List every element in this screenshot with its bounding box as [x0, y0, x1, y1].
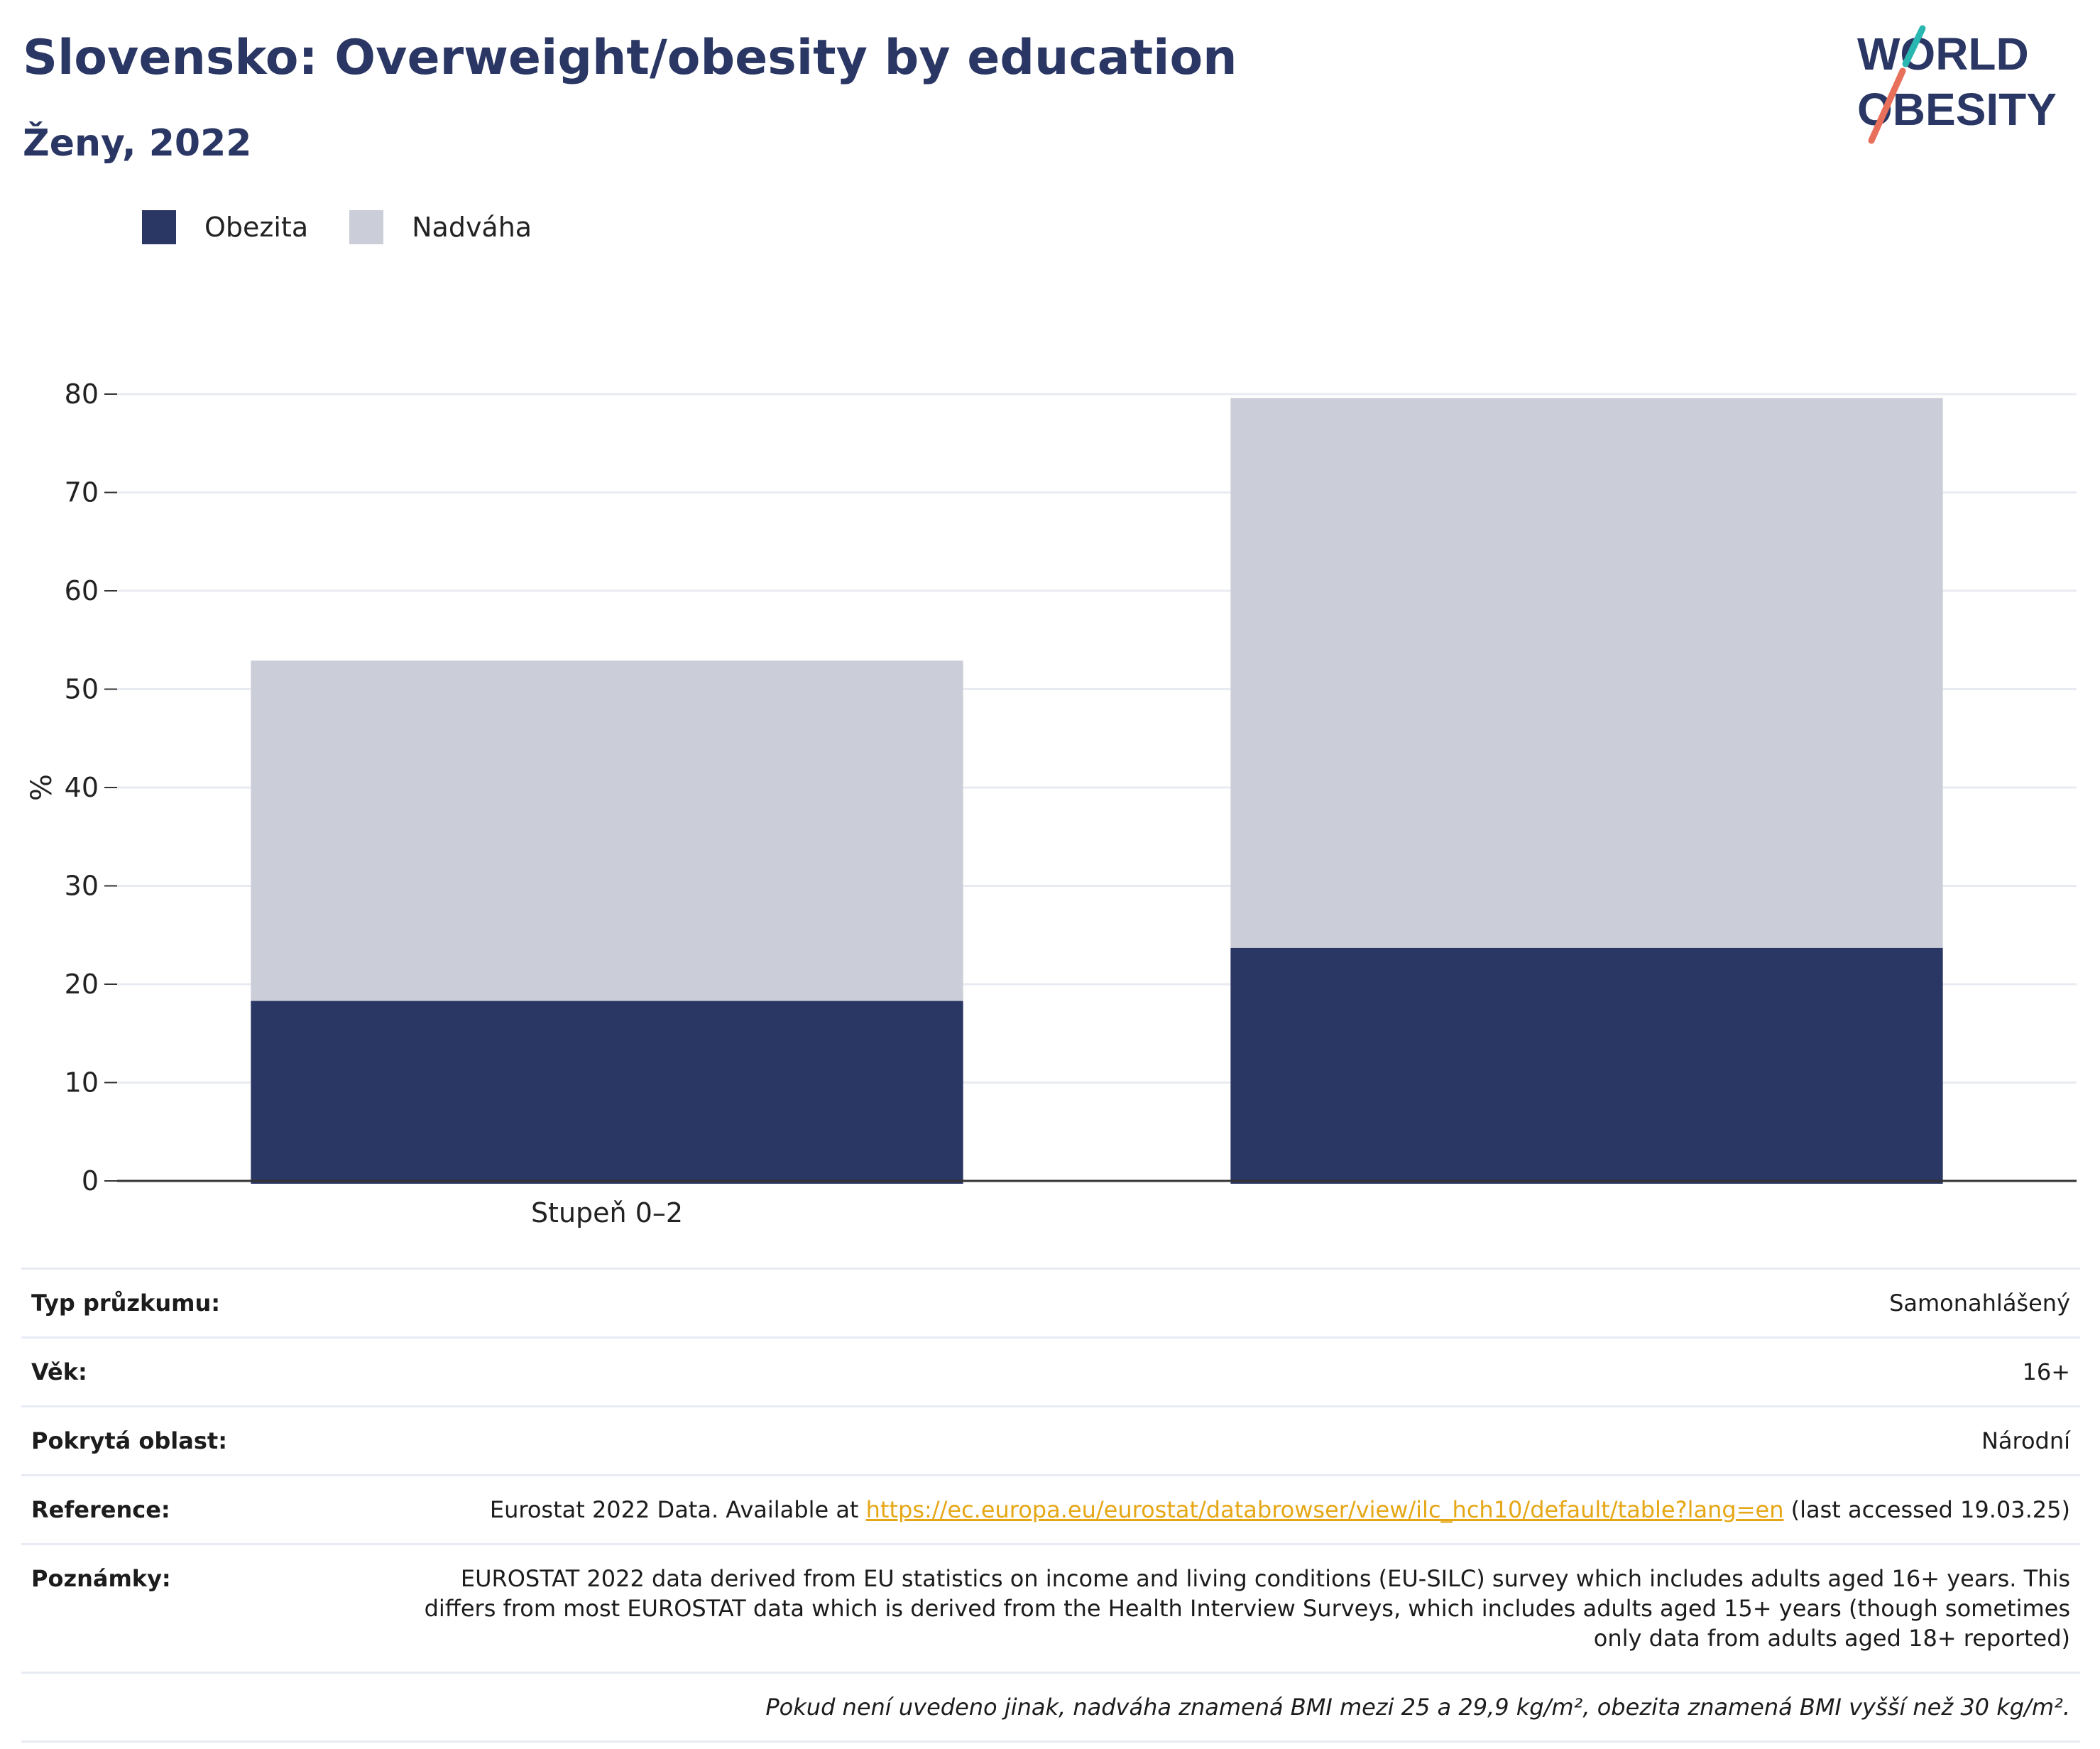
y-tick-label: 60	[65, 575, 99, 606]
y-tick-label: 40	[65, 772, 99, 803]
reference-suffix: (last accessed 19.03.25)	[1783, 1496, 2070, 1523]
legend-item-overweight[interactable]: Nadváha	[349, 210, 532, 244]
world-obesity-logo: WORLD OBESITY	[1857, 25, 2057, 144]
svg-text:WORLD: WORLD	[1857, 28, 2029, 80]
bars	[251, 398, 1943, 1184]
reference-link[interactable]: https://ec.europa.eu/eurostat/databrowse…	[865, 1496, 1784, 1523]
metadata-table: Typ průzkumu: Samonahlášený Věk: 16+ Pok…	[21, 1268, 2080, 1743]
age-value: 16+	[410, 1336, 2080, 1407]
legend-item-obesity[interactable]: Obezita	[142, 210, 308, 244]
reference-value: Eurostat 2022 Data. Available at https:/…	[410, 1474, 2080, 1544]
notes-value: EUROSTAT 2022 data derived from EU stati…	[410, 1543, 2080, 1673]
reference-prefix: Eurostat 2022 Data. Available at	[489, 1496, 866, 1523]
y-axis-label: %	[26, 774, 58, 801]
legend-swatch-overweight	[349, 210, 384, 244]
bar-obesity-2[interactable]	[1230, 947, 1943, 1184]
y-tick-label: 80	[65, 378, 99, 410]
legend-swatch-obesity	[142, 210, 176, 244]
area-value: Národní	[410, 1405, 2080, 1476]
age-label: Věk:	[21, 1336, 410, 1407]
notes-label: Poznámky:	[21, 1543, 410, 1673]
chart-title: Slovensko: Overweight/obesity by educati…	[23, 30, 1237, 86]
bar-overweight-2[interactable]	[1230, 398, 1943, 948]
y-tick-label: 0	[82, 1165, 99, 1197]
axes: 0 10 20 30 40 50 60 70 80% Stupeň 0–2	[26, 378, 2077, 1228]
meta-row-area: Pokrytá oblast: Národní	[21, 1405, 2080, 1476]
survey-type-value: Samonahlášený	[410, 1268, 2080, 1338]
stacked-bar-chart: 0 10 20 30 40 50 60 70 80% Stupeň 0–2	[26, 378, 2077, 1228]
y-tick-label: 20	[65, 969, 99, 1000]
bmi-footnote: Pokud není uvedeno jinak, nadváha znamen…	[21, 1672, 2080, 1743]
legend-label-obesity: Obezita	[204, 212, 309, 243]
y-tick-label: 30	[65, 871, 99, 902]
chart-legend: Obezita Nadváha	[142, 210, 573, 244]
bar-obesity-1[interactable]	[251, 1001, 963, 1184]
meta-row-reference: Reference: Eurostat 2022 Data. Available…	[21, 1474, 2080, 1544]
y-tick-label: 50	[65, 674, 99, 705]
reference-label: Reference:	[21, 1474, 410, 1544]
meta-row-age: Věk: 16+	[21, 1336, 2080, 1407]
area-label: Pokrytá oblast:	[21, 1405, 410, 1476]
bar-overweight-1[interactable]	[251, 660, 963, 1001]
chart-subtitle: Ženy, 2022	[23, 122, 252, 165]
meta-row-footnote: Pokud není uvedeno jinak, nadváha znamen…	[21, 1672, 2080, 1743]
y-tick-label: 70	[65, 477, 99, 508]
meta-row-survey-type: Typ průzkumu: Samonahlášený	[21, 1268, 2080, 1338]
survey-type-label: Typ průzkumu:	[21, 1268, 410, 1338]
legend-label-overweight: Nadváha	[412, 212, 532, 243]
y-tick-label: 10	[65, 1067, 99, 1099]
x-tick-label: Stupeň 0–2	[531, 1197, 683, 1228]
meta-row-notes: Poznámky: EUROSTAT 2022 data derived fro…	[21, 1543, 2080, 1673]
